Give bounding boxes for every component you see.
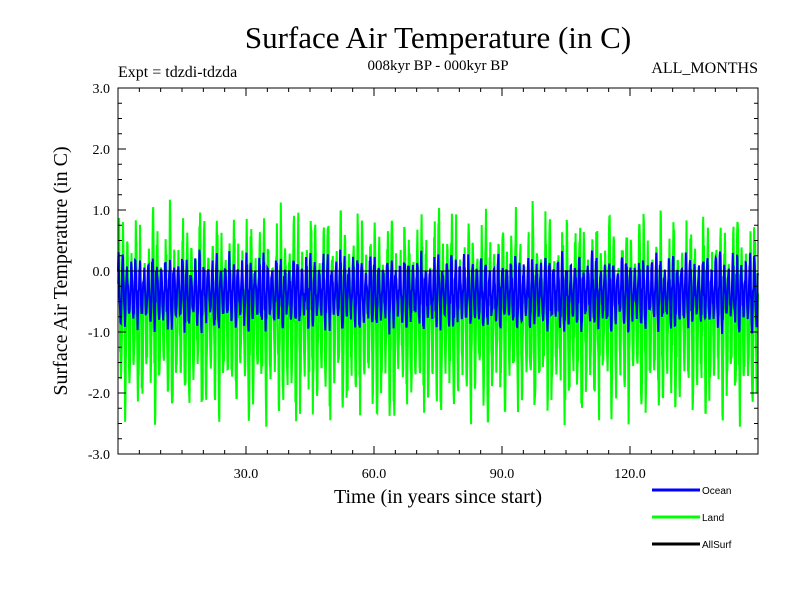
legend-label-ocean: Ocean [702,486,731,497]
chart-title: Surface Air Temperature (in C) [245,20,631,55]
months-label: ALL_MONTHS [651,60,758,77]
y-axis-label: Surface Air Temperature (in C) [50,146,72,395]
x-tick-label: 30.0 [234,467,259,482]
y-tick-label: 3.0 [93,82,111,97]
y-tick-label: -2.0 [88,387,110,402]
experiment-label: Expt = tdzdi-tdzda [118,64,237,81]
ticks-layer: -3.0 -2.0 -1.0 0.0 1.0 2.0 3.0 30.0 60.0 90.0 120.… [88,82,758,482]
x-tick-label: 120.0 [614,467,646,482]
y-tick-label: 0.0 [93,265,111,280]
legend-label-allsurf: AllSurf [702,540,732,551]
legend-label-land: Land [702,513,724,524]
legend: Ocean Land AllSurf [652,486,732,551]
series-layer [117,199,759,427]
x-tick-label: 60.0 [362,467,387,482]
x-axis-label: Time (in years since start) [334,486,542,508]
x-tick-label: 90.0 [490,467,515,482]
series-ocean-line [117,249,759,335]
y-tick-label: -1.0 [88,326,110,341]
y-tick-label: 2.0 [93,143,111,158]
chart-subtitle: 008kyr BP - 000kyr BP [367,58,508,74]
y-tick-label: -3.0 [88,448,110,463]
y-tick-label: 1.0 [93,204,111,219]
